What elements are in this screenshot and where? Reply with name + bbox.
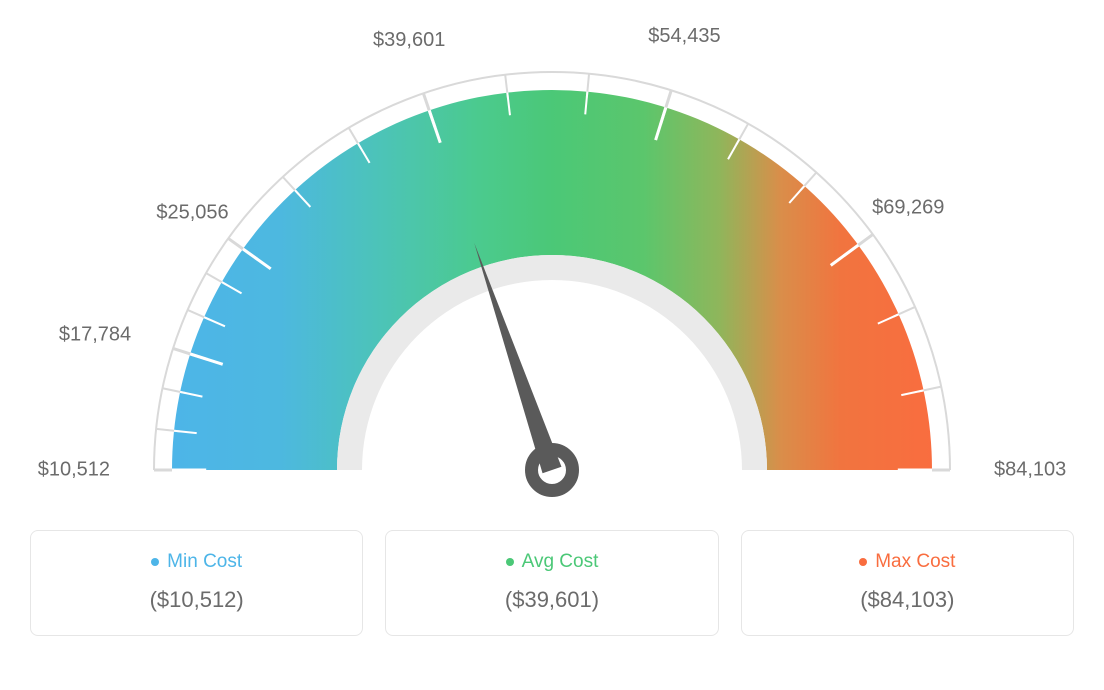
gauge-tick-label: $17,784 bbox=[59, 323, 131, 346]
legend-card-max: Max Cost ($84,103) bbox=[741, 530, 1074, 636]
dot-icon bbox=[506, 558, 514, 566]
dot-icon bbox=[859, 558, 867, 566]
cost-gauge: $10,512$17,784$25,056$39,601$54,435$69,2… bbox=[30, 30, 1074, 500]
legend-value-max: ($84,103) bbox=[860, 587, 954, 613]
legend-title-max: Max Cost bbox=[859, 551, 955, 573]
gauge-tick-label: $10,512 bbox=[38, 459, 110, 482]
legend-title-avg: Avg Cost bbox=[506, 551, 599, 573]
gauge-tick-label: $54,435 bbox=[648, 25, 720, 48]
legend-title-min: Min Cost bbox=[151, 551, 242, 573]
gauge-tick-label: $69,269 bbox=[872, 197, 944, 220]
gauge-tick-label: $25,056 bbox=[156, 201, 228, 224]
gauge-tick-label: $84,103 bbox=[994, 459, 1066, 482]
legend-value-min: ($10,512) bbox=[150, 587, 244, 613]
legend-title-text: Avg Cost bbox=[522, 551, 599, 573]
legend-value-avg: ($39,601) bbox=[505, 587, 599, 613]
legend-card-avg: Avg Cost ($39,601) bbox=[385, 530, 718, 636]
legend-title-text: Max Cost bbox=[875, 551, 955, 573]
gauge-tick-label: $39,601 bbox=[373, 29, 445, 52]
legend-card-min: Min Cost ($10,512) bbox=[30, 530, 363, 636]
dot-icon bbox=[151, 558, 159, 566]
legend: Min Cost ($10,512) Avg Cost ($39,601) Ma… bbox=[30, 530, 1074, 636]
legend-title-text: Min Cost bbox=[167, 551, 242, 573]
